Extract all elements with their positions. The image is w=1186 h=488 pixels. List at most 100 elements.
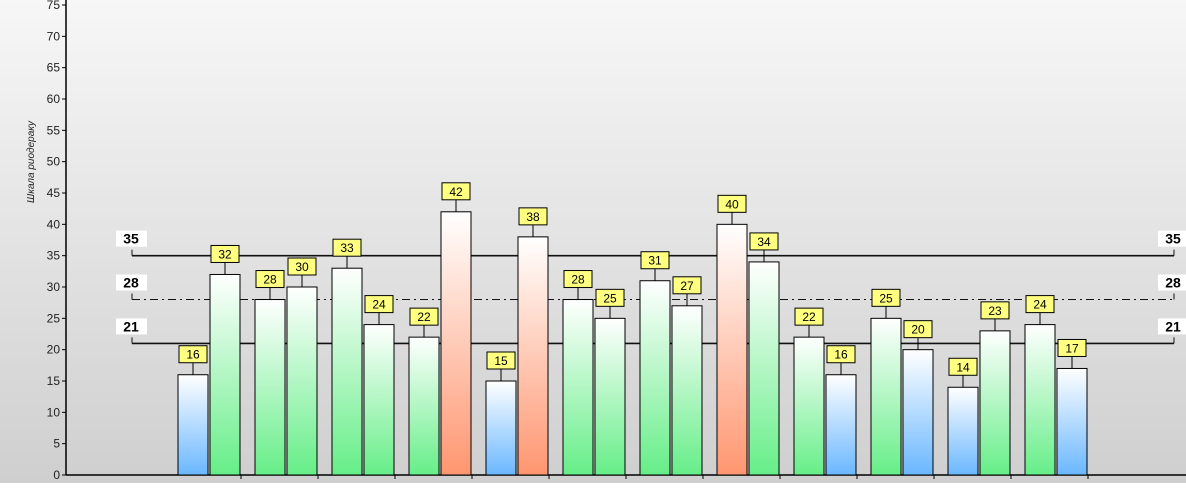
value-label-box	[948, 357, 978, 376]
y-tick-label: 70	[47, 29, 61, 43]
y-tick-label: 25	[47, 311, 61, 325]
value-label: 24	[1033, 298, 1047, 312]
y-tick-label: 0	[53, 468, 60, 482]
reference-label-right: 21	[1165, 318, 1181, 334]
bar	[825, 374, 857, 476]
value-label-box	[409, 307, 439, 326]
bar	[517, 236, 549, 476]
value-label-box	[332, 238, 362, 257]
value-label-box	[486, 351, 516, 370]
value-label: 28	[263, 273, 277, 287]
value-label: 24	[372, 298, 386, 312]
value-label-box	[210, 244, 240, 263]
bars	[177, 211, 1088, 476]
reference-label-left: 28	[123, 275, 139, 291]
bar	[408, 336, 440, 476]
reference-label-left-bg	[116, 318, 147, 335]
bar	[671, 305, 703, 476]
bar	[870, 317, 902, 476]
y-tick-label: 60	[47, 92, 61, 106]
value-label-box	[826, 345, 856, 364]
y-tick-label: 45	[47, 186, 61, 200]
reference-label-left: 35	[123, 231, 139, 247]
value-label: 38	[526, 210, 540, 224]
y-tick-label: 15	[47, 374, 61, 388]
value-labels: 16 32 28 30 33 24 22 42 15 38 28 25 31 27 40 34 22 16 25 20…	[178, 182, 1087, 388]
axes: 0 5 10 15 20 25 30 35 40 45 50 55 60 65 70 75	[47, 0, 1186, 482]
reference-label-left: 21	[123, 318, 139, 334]
value-label: 42	[449, 185, 463, 199]
bar	[716, 223, 748, 476]
bar	[562, 299, 594, 476]
bar	[177, 374, 209, 476]
y-tick-label: 35	[47, 249, 61, 263]
y-tick-label: 65	[47, 61, 61, 75]
y-tick-label: 10	[47, 405, 61, 419]
value-label: 25	[879, 291, 893, 305]
value-label-box	[364, 295, 394, 314]
y-tick-label: 75	[47, 0, 61, 12]
value-label: 14	[956, 360, 970, 374]
y-tick-label: 20	[47, 343, 61, 357]
value-label-box	[672, 276, 702, 295]
reference-label-right: 28	[1165, 275, 1181, 291]
value-label-box	[287, 257, 317, 276]
value-label-box	[563, 270, 593, 289]
value-label: 34	[757, 235, 771, 249]
reference-label-right-bg	[1158, 230, 1186, 247]
value-label-box	[980, 301, 1010, 320]
value-label: 15	[494, 354, 508, 368]
value-label: 25	[603, 291, 617, 305]
value-label: 16	[834, 348, 848, 362]
y-tick-label: 50	[47, 155, 61, 169]
bar	[440, 211, 472, 476]
bar	[254, 299, 286, 476]
bar	[947, 386, 979, 476]
value-label-box	[749, 232, 779, 251]
bar	[331, 267, 363, 476]
y-tick-label: 5	[53, 437, 60, 451]
y-tick-label: 55	[47, 123, 61, 137]
bar	[639, 280, 671, 476]
value-label-box	[255, 270, 285, 289]
reference-label-left-bg	[116, 274, 147, 291]
bar	[793, 336, 825, 476]
value-label-box	[717, 194, 747, 213]
reference-label-right-bg	[1158, 274, 1186, 291]
value-label-box	[595, 288, 625, 307]
y-axis-title: Шкала риодераку	[26, 120, 37, 203]
bar	[1024, 324, 1056, 476]
bar	[748, 261, 780, 476]
value-label-box	[441, 182, 471, 201]
value-label-box	[178, 345, 208, 364]
y-tick-label: 40	[47, 217, 61, 231]
y-tick-label: 30	[47, 280, 61, 294]
bar	[594, 317, 626, 476]
bar	[979, 330, 1011, 476]
value-label-box	[903, 320, 933, 339]
bar	[1056, 367, 1088, 476]
value-label: 17	[1065, 341, 1079, 355]
reference-label-right: 35	[1165, 231, 1181, 247]
value-label: 22	[802, 310, 816, 324]
reference-label-right-bg	[1158, 318, 1186, 335]
value-label: 20	[911, 323, 925, 337]
value-label: 16	[186, 348, 200, 362]
value-label: 33	[340, 241, 354, 255]
value-label-box	[1057, 338, 1087, 357]
value-label: 22	[417, 310, 431, 324]
value-label: 32	[218, 247, 232, 261]
bar	[363, 324, 395, 476]
value-label: 28	[571, 273, 585, 287]
bar	[902, 349, 934, 476]
bar	[209, 273, 241, 476]
bar	[485, 380, 517, 476]
value-label: 27	[680, 279, 694, 293]
value-label-box	[1025, 295, 1055, 314]
value-label-box	[871, 288, 901, 307]
bar	[286, 286, 318, 476]
value-label: 40	[725, 197, 739, 211]
value-label: 30	[295, 260, 309, 274]
